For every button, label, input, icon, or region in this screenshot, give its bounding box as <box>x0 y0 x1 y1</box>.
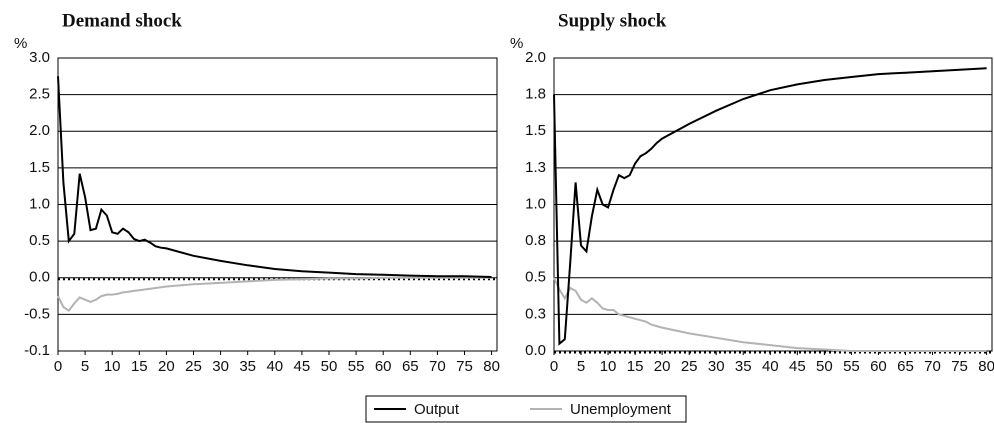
x-tick-label: 75 <box>456 358 473 375</box>
x-tick-label: 80 <box>483 358 500 375</box>
legend-label: Unemployment <box>570 401 672 418</box>
plot-frame <box>553 57 993 352</box>
chart-title: Supply shock <box>558 10 667 31</box>
y-tick-label: 2.0 <box>525 49 546 66</box>
x-tick-label: 0 <box>54 358 62 375</box>
x-tick-label: 35 <box>735 358 752 375</box>
x-tick-label: 15 <box>131 358 148 375</box>
y-tick-label: 0.5 <box>525 269 546 286</box>
x-tick-label: 45 <box>294 358 311 375</box>
x-tick-label: 75 <box>951 358 968 375</box>
x-tick-label: 60 <box>870 358 887 375</box>
y-unit: % <box>510 35 523 52</box>
x-tick-label: 40 <box>266 358 283 375</box>
y-tick-label: 1.0 <box>525 195 546 212</box>
x-tick-label: 50 <box>321 358 338 375</box>
chart-title: Demand shock <box>62 10 182 31</box>
legend-label: Output <box>414 401 460 418</box>
x-tick-label: 80 <box>978 358 994 375</box>
x-tick-label: 55 <box>348 358 365 375</box>
x-tick-label: 0 <box>550 358 558 375</box>
x-tick-label: 5 <box>81 358 89 375</box>
y-tick-label: 0.0 <box>29 269 50 286</box>
legend-box <box>365 395 687 423</box>
y-tick-label: 3.0 <box>29 49 50 66</box>
x-tick-label: 60 <box>375 358 392 375</box>
y-tick-label: 0.5 <box>29 232 50 249</box>
y-tick-label: 0.0 <box>525 342 546 359</box>
x-tick-label: 5 <box>577 358 585 375</box>
x-tick-label: 65 <box>897 358 914 375</box>
x-tick-label: 70 <box>429 358 446 375</box>
plot-frame <box>57 57 498 352</box>
y-tick-label: -0.1 <box>24 342 50 359</box>
x-tick-label: 10 <box>104 358 121 375</box>
x-tick-label: 20 <box>654 358 671 375</box>
x-tick-label: 25 <box>185 358 202 375</box>
x-tick-label: 25 <box>681 358 698 375</box>
x-tick-label: 30 <box>212 358 229 375</box>
y-tick-label: 1.5 <box>525 122 546 139</box>
series-line <box>57 76 492 278</box>
y-tick-label: 2.0 <box>29 122 50 139</box>
y-tick-label: 1.8 <box>525 86 546 103</box>
y-tick-label: 1.0 <box>29 195 50 212</box>
series-line <box>57 276 492 313</box>
y-tick-label: -0.5 <box>24 305 50 322</box>
x-tick-label: 30 <box>708 358 725 375</box>
y-tick-label: 1.3 <box>525 159 546 176</box>
x-tick-label: 50 <box>816 358 833 375</box>
y-tick-label: 2.5 <box>29 86 50 103</box>
x-tick-label: 40 <box>762 358 779 375</box>
x-tick-label: 15 <box>627 358 644 375</box>
x-tick-label: 70 <box>924 358 941 375</box>
x-tick-label: 45 <box>789 358 806 375</box>
y-tick-label: 0.8 <box>525 232 546 249</box>
series-line <box>553 277 987 352</box>
y-tick-label: 1.5 <box>29 159 50 176</box>
x-tick-label: 65 <box>402 358 419 375</box>
y-tick-label: 0.3 <box>525 305 546 322</box>
x-tick-label: 35 <box>239 358 256 375</box>
series-line <box>553 67 987 346</box>
x-tick-label: 20 <box>158 358 175 375</box>
x-tick-label: 55 <box>843 358 860 375</box>
x-tick-label: 10 <box>600 358 617 375</box>
y-unit: % <box>14 35 27 52</box>
